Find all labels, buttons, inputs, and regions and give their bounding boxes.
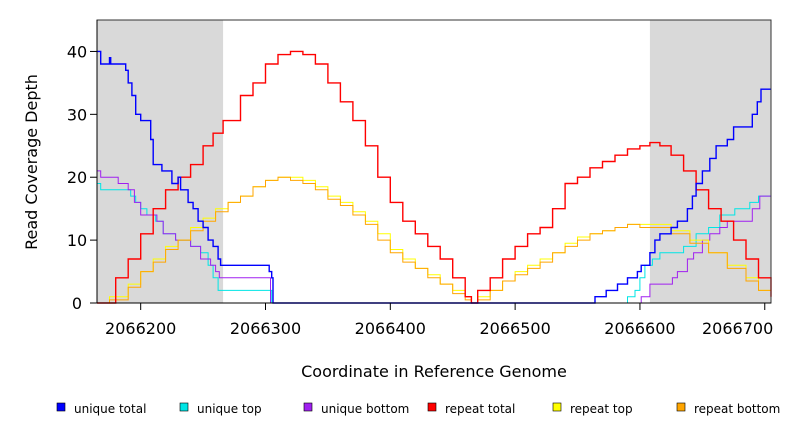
legend-item-unique-total: unique total	[56, 402, 146, 416]
x-tick-label: 2066400	[355, 319, 426, 338]
series-line-repeat-bottom	[97, 176, 772, 304]
series-line-unique-top	[97, 183, 771, 304]
shaded-region-1	[97, 20, 224, 303]
y-tick-label: 10	[67, 231, 87, 250]
legend-swatch	[303, 402, 313, 412]
legend-item-unique-top: unique top	[179, 402, 262, 416]
legend-swatch	[676, 402, 686, 412]
legend-swatch	[56, 402, 66, 412]
x-tick-label: 2066300	[230, 319, 301, 338]
legend-swatch	[179, 402, 189, 412]
legend-swatch	[552, 402, 562, 412]
series-line-repeat-total	[97, 50, 772, 304]
series-line-unique-total	[97, 50, 771, 304]
legend: unique total unique top unique bottom repea…	[56, 402, 780, 416]
legend-label: repeat top	[570, 402, 633, 416]
x-tick-label: 2066700	[702, 319, 773, 338]
y-tick-label: 30	[67, 105, 87, 124]
y-tick-label: 40	[67, 42, 87, 61]
series-line-unique-bottom	[97, 170, 771, 304]
legend-item-repeat-top: repeat top	[552, 402, 633, 416]
legend-label: unique top	[197, 402, 262, 416]
series-lines	[97, 50, 772, 304]
legend-swatch	[427, 402, 437, 412]
x-tick-label: 2066500	[479, 319, 550, 338]
x-tick-label: 2066600	[604, 319, 675, 338]
legend-label: unique bottom	[321, 402, 409, 416]
y-tick-label: 20	[67, 168, 87, 187]
legend-label: unique total	[74, 402, 146, 416]
shaded-regions	[97, 20, 771, 303]
x-tick-label: 2066200	[105, 319, 176, 338]
legend-label: repeat bottom	[694, 402, 780, 416]
x-axis-label: Coordinate in Reference Genome	[301, 362, 567, 381]
y-axis-label: Read Coverage Depth	[22, 74, 41, 250]
legend-item-repeat-total: repeat total	[427, 402, 515, 416]
axes: 0 10 20 30 40 2066200 2066300 2066400 2066500 206…	[67, 20, 773, 338]
y-tick-label: 0	[72, 294, 82, 313]
legend-item-unique-bottom: unique bottom	[303, 402, 409, 416]
legend-item-repeat-bottom: repeat bottom	[676, 402, 780, 416]
legend-label: repeat total	[445, 402, 515, 416]
